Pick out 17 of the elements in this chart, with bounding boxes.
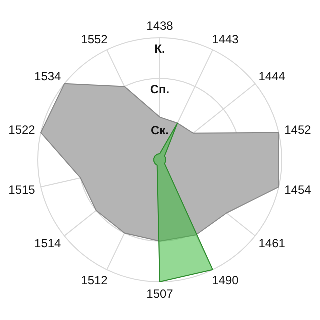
spoke-label: 1512 [81,274,108,288]
spoke-label: 1507 [146,287,174,301]
spoke-label: 1514 [34,236,62,251]
spoke-label: 1443 [212,32,240,46]
spoke-label: 1438 [146,19,174,33]
spoke-label: 1490 [212,274,240,288]
spoke-label: 1552 [81,32,108,46]
spoke-label: 1444 [258,69,286,84]
spoke-label: 1461 [258,236,286,251]
y-tick-label: Ск. [150,123,170,138]
spoke-label: 1454 [284,182,312,197]
spoke-label: 1452 [284,123,312,138]
spoke-label: 1515 [8,182,36,197]
y-tick-label: Сп. [150,82,170,97]
y-tick-label: К. [154,42,166,56]
spoke-label: 1534 [34,69,62,84]
spoke-label: 1522 [8,123,36,138]
